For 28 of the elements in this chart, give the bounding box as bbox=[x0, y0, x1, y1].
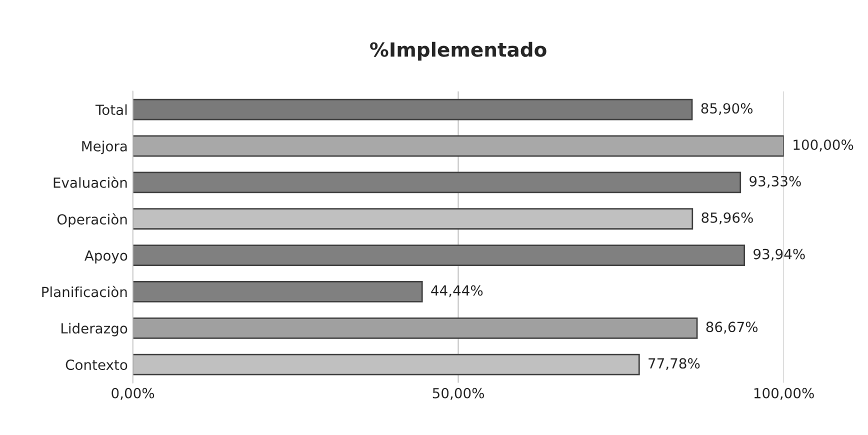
data-label: 44,44% bbox=[431, 285, 483, 298]
data-label: 93,94% bbox=[754, 248, 805, 261]
bar bbox=[132, 354, 640, 376]
bar bbox=[132, 172, 742, 194]
y-tick-label: Operaciòn bbox=[57, 213, 127, 228]
y-tick-label: Liderazgo bbox=[62, 322, 128, 336]
bar bbox=[132, 208, 694, 230]
y-tick-label: Mejora bbox=[82, 140, 127, 154]
bar bbox=[132, 317, 698, 339]
bar bbox=[132, 244, 746, 266]
y-tick-label: Contexto bbox=[66, 360, 128, 370]
y-tick-label: Planificaciòn bbox=[42, 286, 127, 298]
data-label: 77,78% bbox=[648, 358, 700, 370]
y-tick-label: Total bbox=[95, 104, 127, 116]
bar bbox=[132, 98, 693, 120]
data-label: 100,00% bbox=[794, 140, 854, 152]
bar bbox=[132, 135, 784, 157]
bar bbox=[132, 281, 423, 302]
y-tick-label: Evaluaciòn bbox=[54, 176, 127, 188]
x-tick-label: 50,00% bbox=[432, 388, 484, 400]
data-label: 86,67% bbox=[706, 322, 758, 334]
data-label: 85,90% bbox=[701, 103, 753, 116]
chart-title: %Implementado bbox=[370, 42, 546, 61]
data-label: 93,33% bbox=[750, 176, 801, 188]
data-label: 85,96% bbox=[702, 212, 753, 224]
x-tick-label: 100,00% bbox=[754, 388, 814, 400]
x-tick-label: 0,00% bbox=[112, 388, 154, 400]
y-tick-label: Apoyo bbox=[84, 250, 128, 264]
